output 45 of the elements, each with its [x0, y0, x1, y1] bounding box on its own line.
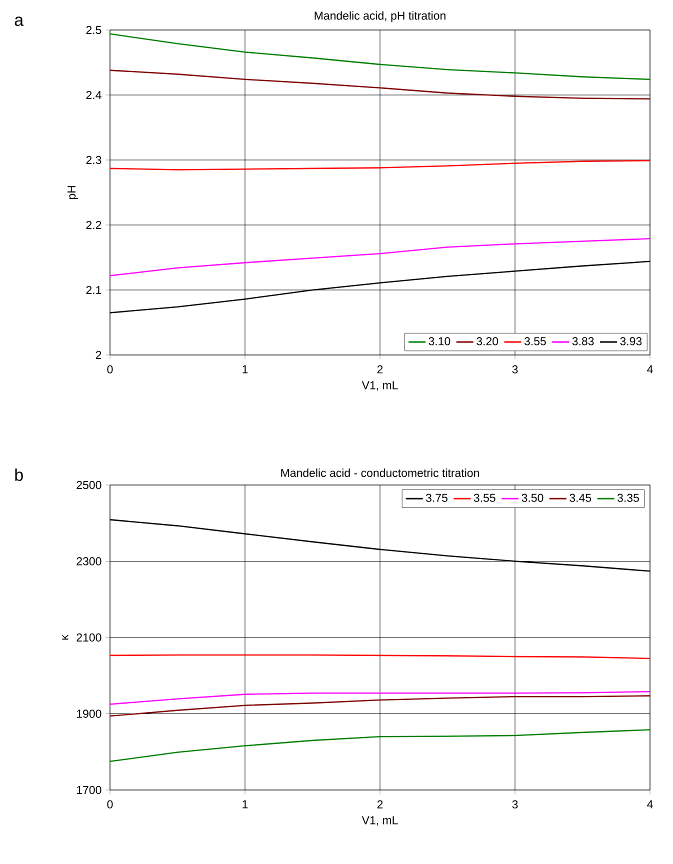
- legend-label: 3.75: [426, 494, 448, 502]
- x-tick-label: 4: [647, 800, 653, 808]
- y-tick-label: 2: [96, 350, 102, 360]
- legend-label: 3.45: [570, 494, 592, 502]
- text: a: [14, 16, 24, 26]
- line-series: [109, 70, 651, 100]
- y-tick-label: 2100: [76, 633, 102, 642]
- x-axis-title: V1, mL: [362, 816, 398, 826]
- legend-label: 3.55: [474, 494, 496, 502]
- y-tick-label: 1900: [77, 710, 102, 718]
- x-tick-label: 4: [647, 365, 653, 374]
- x-tick-label: 2: [377, 365, 383, 374]
- y-tick-label: 2300: [76, 557, 102, 566]
- line-series: [109, 695, 651, 717]
- legend-label: 3.50: [522, 494, 544, 502]
- legend-label: 3.93: [620, 337, 642, 346]
- legend-label: 3.55: [524, 337, 546, 346]
- legend-label: 3.83: [572, 337, 594, 346]
- x-tick-label: 0: [107, 365, 113, 374]
- chart-title: Mandelic acid, pH titration: [314, 11, 446, 22]
- y-tick-label: 1700: [77, 786, 102, 794]
- line-series: [109, 238, 651, 276]
- text: b: [15, 468, 23, 481]
- y-axis-title: κ: [62, 634, 68, 640]
- y-tick-label: 2500: [76, 480, 102, 490]
- x-tick-label: 3: [512, 800, 518, 808]
- y-axis-title: pH: [68, 186, 78, 200]
- legend-label: 3.10: [428, 337, 450, 346]
- line-series: [109, 160, 651, 170]
- y-tick-label: 2.1: [86, 286, 102, 294]
- x-tick-label: 1: [242, 365, 248, 374]
- x-tick-label: 1: [242, 800, 248, 808]
- y-tick-label: 2.2: [86, 220, 102, 230]
- legend-label: 3.35: [617, 494, 639, 502]
- chart-title: Mandelic acid - conductometric titration: [281, 468, 479, 477]
- x-tick-label: 2: [377, 800, 383, 808]
- y-tick-label: 2.5: [86, 26, 102, 34]
- legend-label: 3.20: [476, 337, 498, 346]
- x-axis-title: V1, mL: [362, 381, 398, 391]
- y-tick-label: 2.4: [86, 90, 102, 100]
- line-series: [109, 33, 651, 80]
- line-series: [109, 729, 651, 762]
- x-tick-label: 3: [512, 365, 518, 374]
- x-tick-label: 0: [107, 800, 113, 808]
- y-tick-label: 2.3: [86, 156, 102, 164]
